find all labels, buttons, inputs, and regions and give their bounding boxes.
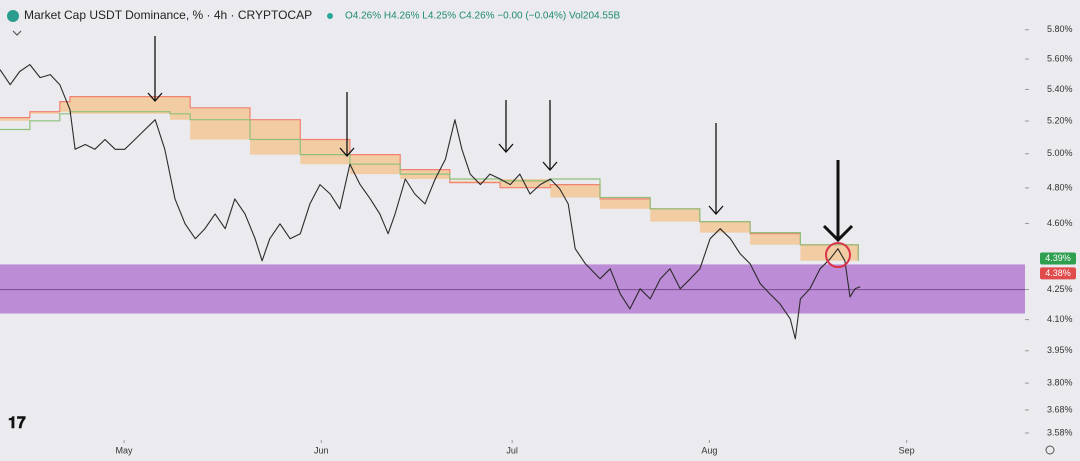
y-tick-label: 3.58%: [1047, 427, 1073, 437]
y-tick-label: 5.00%: [1047, 148, 1073, 158]
support-zone: [0, 264, 1025, 314]
brand-logo: 𝟏𝟕: [8, 415, 26, 432]
y-tick-label: 5.40%: [1047, 84, 1073, 94]
chart-title: Market Cap USDT Dominance, % · 4h · CRYP…: [24, 8, 312, 22]
y-tick-label: 4.25%: [1047, 284, 1073, 294]
y-tick-label: 4.60%: [1047, 218, 1073, 228]
x-tick-label: May: [116, 445, 134, 455]
y-tick-label: 5.20%: [1047, 115, 1073, 125]
y-tick-label: 4.80%: [1047, 182, 1073, 192]
x-tick-label: Jun: [314, 445, 329, 455]
arrows: [147, 36, 854, 243]
cloud-fill: [0, 96, 859, 261]
y-tick-label: 3.68%: [1047, 404, 1073, 414]
price-tag: [1040, 252, 1076, 265]
y-tick-label: 3.80%: [1047, 377, 1073, 387]
ohlc: O4.26% H4.26% L4.25% C4.26% −0.00 (−0.04…: [345, 11, 621, 22]
x-tick-label: Aug: [701, 445, 717, 455]
collapse-icon[interactable]: [12, 30, 22, 36]
highlight-circle: [825, 242, 851, 268]
price-tag: [1040, 267, 1076, 280]
status-dot: [327, 13, 333, 19]
y-tick-label: 4.10%: [1047, 314, 1073, 324]
symbol-logo: [7, 10, 19, 22]
settings-icon[interactable]: [1045, 445, 1055, 455]
x-tick-label: Sep: [899, 445, 915, 455]
price-line: [0, 64, 861, 340]
y-tick-label: 5.60%: [1047, 53, 1073, 63]
y-tick-label: 3.95%: [1047, 345, 1073, 355]
price-tag-label: 4.39%: [1045, 253, 1071, 263]
x-tick-label: Jul: [506, 445, 518, 455]
plot-area: [0, 64, 1025, 340]
price-tag-label: 4.38%: [1045, 268, 1071, 278]
y-tick-label: 5.80%: [1047, 24, 1073, 34]
